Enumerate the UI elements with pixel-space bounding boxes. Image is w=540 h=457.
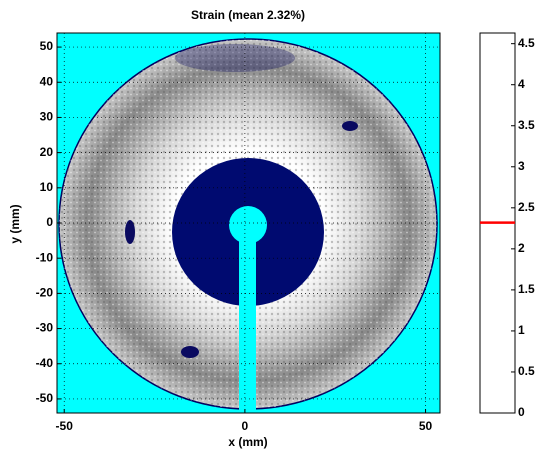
gauge-tick-label: 2.5 <box>518 200 535 214</box>
y-tick-label: 40 <box>40 74 54 88</box>
spot <box>342 121 358 131</box>
spot <box>125 220 135 244</box>
hole <box>229 206 267 244</box>
x-tick-label: 0 <box>242 419 249 433</box>
gauge-tick-label: 1.5 <box>518 282 535 296</box>
y-tick-label: -40 <box>36 356 54 370</box>
y-tick-label: -20 <box>36 286 54 300</box>
y-tick-label: -50 <box>36 391 54 405</box>
gauge-tick-label: 4.5 <box>518 36 535 50</box>
y-axis-label: y (mm) <box>8 204 22 243</box>
x-tick-label: -50 <box>56 419 74 433</box>
gauge-tick-label: 4 <box>518 77 525 91</box>
gauge-tick-label: 3.5 <box>518 118 535 132</box>
gauge-tick-label: 0.5 <box>518 364 535 378</box>
y-tick-label: 20 <box>40 145 54 159</box>
outer-spots <box>175 44 295 72</box>
x-axis-label: x (mm) <box>228 435 267 449</box>
chart-title: Strain (mean 2.32%) <box>191 8 305 22</box>
gauge-tick-label: 0 <box>518 405 525 419</box>
spot <box>181 346 199 358</box>
y-tick-label: -10 <box>36 250 54 264</box>
y-tick-label: 0 <box>46 215 53 229</box>
gauge-tick-label: 3 <box>518 159 525 173</box>
gauge-tick-label: 2 <box>518 241 525 255</box>
y-tick-label: -30 <box>36 321 54 335</box>
x-tick-label: 50 <box>419 419 433 433</box>
y-tick-label: 30 <box>40 110 54 124</box>
gauge-tick-label: 1 <box>518 323 525 337</box>
y-tick-label: 50 <box>40 39 54 53</box>
y-tick-label: 10 <box>40 180 54 194</box>
figure: Strain (mean 2.32%) x (mm) y (mm) -50 0 50… <box>0 0 540 457</box>
